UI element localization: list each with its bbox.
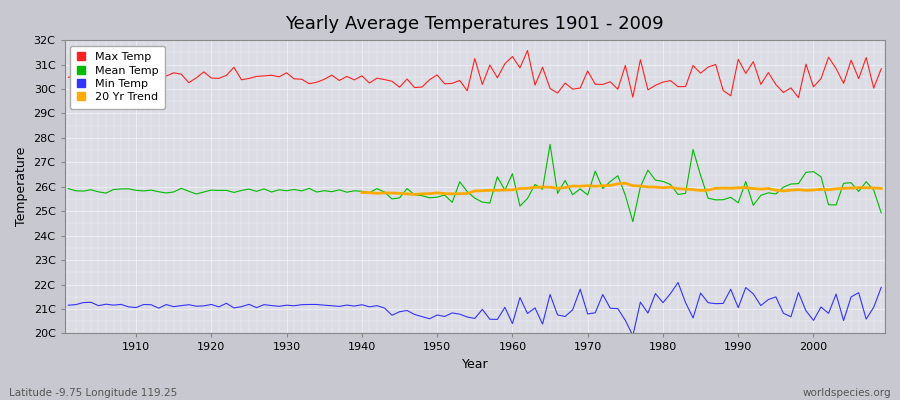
- Text: Latitude -9.75 Longitude 119.25: Latitude -9.75 Longitude 119.25: [9, 388, 177, 398]
- Y-axis label: Temperature: Temperature: [15, 147, 28, 226]
- Legend: Max Temp, Mean Temp, Min Temp, 20 Yr Trend: Max Temp, Mean Temp, Min Temp, 20 Yr Tre…: [70, 46, 165, 109]
- X-axis label: Year: Year: [462, 358, 488, 371]
- Text: worldspecies.org: worldspecies.org: [803, 388, 891, 398]
- Title: Yearly Average Temperatures 1901 - 2009: Yearly Average Temperatures 1901 - 2009: [285, 15, 664, 33]
